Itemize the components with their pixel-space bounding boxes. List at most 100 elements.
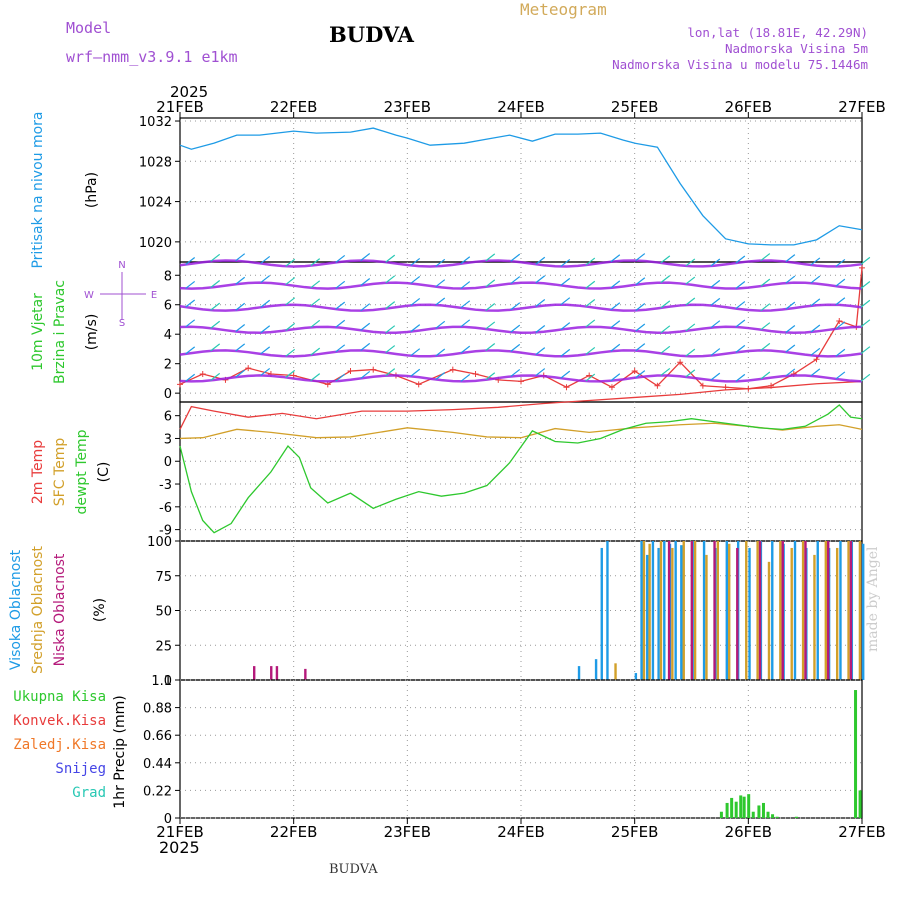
panel-wind-ytick-label: 4 bbox=[164, 328, 172, 343]
model-label: Model bbox=[66, 19, 112, 37]
wind-arrow bbox=[360, 342, 371, 351]
elevation-label: Nadmorska Visina 5m bbox=[725, 41, 868, 56]
wind-arrow bbox=[235, 324, 246, 332]
panel-cloud-bar bbox=[725, 541, 728, 680]
wind-arrow bbox=[635, 277, 646, 286]
wind-arrow bbox=[185, 319, 196, 328]
cloud-ylabel-high: Visoka Oblacnost bbox=[8, 549, 24, 670]
wind-unit: (m/s) bbox=[84, 314, 100, 351]
wind-arrow bbox=[435, 279, 446, 288]
year-top: 2025 bbox=[170, 83, 209, 101]
panel-wind-ytick-label: 6 bbox=[164, 299, 172, 314]
coords-label: lon,lat (18.81E, 42.29N) bbox=[687, 25, 868, 40]
wind-speed-point bbox=[518, 378, 524, 385]
wind-arrow bbox=[635, 323, 646, 332]
panel-cloud-bar bbox=[804, 541, 807, 680]
panel-cloud-bar bbox=[767, 561, 771, 680]
cloud-ylabel-mid: Srednja Oblacnost bbox=[30, 546, 46, 674]
wind-direction-band bbox=[179, 281, 863, 290]
wind-arrow bbox=[710, 258, 721, 267]
pressure-unit: (hPa) bbox=[84, 172, 100, 208]
wind-speed-point bbox=[699, 382, 706, 389]
wind-arrow bbox=[460, 281, 471, 290]
wind-arrow bbox=[385, 275, 396, 284]
wind-arrow bbox=[410, 368, 421, 377]
year-bottom: 2025 bbox=[159, 838, 200, 857]
wind-arrow bbox=[185, 299, 196, 308]
wind-arrow bbox=[285, 297, 296, 306]
wind-arrow bbox=[410, 297, 421, 306]
wind-arrow bbox=[685, 258, 696, 267]
wind-arrow bbox=[310, 280, 321, 289]
model-elevation-label: Nadmorska Visina u modelu 75.1446m bbox=[612, 57, 868, 72]
wind-arrow bbox=[610, 373, 621, 382]
wind-arrow bbox=[360, 303, 371, 312]
wind-arrow bbox=[835, 348, 846, 357]
station-title: BUDVA bbox=[329, 22, 414, 47]
compass-cross-icon bbox=[100, 272, 146, 320]
wind-arrow bbox=[535, 299, 546, 307]
wind-arrow bbox=[610, 320, 621, 329]
wind-arrow bbox=[210, 302, 221, 311]
wind-direction-band bbox=[179, 349, 863, 358]
wind-arrow bbox=[335, 344, 346, 353]
panel-cloud-bar bbox=[693, 541, 697, 680]
credit-label: made by Angel bbox=[865, 546, 881, 653]
wind-arrow bbox=[485, 343, 496, 351]
panel-cloud-bar bbox=[275, 666, 279, 680]
footer-station: BUDVA bbox=[329, 862, 378, 877]
compass-north: N bbox=[118, 260, 125, 271]
wind-arrow bbox=[785, 301, 796, 310]
wind-arrow bbox=[610, 302, 621, 311]
wind-arrow bbox=[235, 343, 246, 352]
wind-arrow bbox=[460, 319, 471, 328]
wind-arrow bbox=[560, 258, 571, 267]
wind-arrow bbox=[260, 325, 271, 334]
wind-direction-band bbox=[179, 374, 863, 383]
wind-arrow bbox=[785, 254, 796, 263]
wind-arrow bbox=[510, 302, 521, 311]
panel-cloud-bar bbox=[756, 541, 759, 680]
wind-arrow bbox=[535, 275, 546, 284]
panel-cloud-bar bbox=[651, 541, 655, 680]
panel-cloud-bar bbox=[713, 541, 716, 680]
wind-arrow bbox=[260, 255, 271, 264]
wind-arrow bbox=[235, 253, 246, 262]
wind-arrow bbox=[310, 373, 321, 382]
wind-arrow bbox=[310, 298, 321, 307]
wind-arrow bbox=[435, 320, 446, 329]
panel-precip-bar bbox=[757, 805, 761, 818]
wind-arrow bbox=[685, 297, 696, 306]
wind-arrow bbox=[410, 324, 421, 333]
wind-arrow bbox=[310, 347, 321, 356]
x-date-label-bottom: 23FEB bbox=[384, 823, 431, 841]
wind-arrow bbox=[310, 319, 321, 328]
wind-arrow bbox=[385, 301, 396, 310]
panel-pressure-ytick-label: 1024 bbox=[139, 196, 172, 211]
compass-east: E bbox=[151, 290, 157, 301]
wind-speed-point bbox=[177, 381, 183, 388]
panel-temperature-ytick-label: 6 bbox=[164, 410, 172, 425]
wind-arrow bbox=[735, 344, 746, 353]
wind-arrow bbox=[785, 344, 796, 353]
panel-precip-ytick-label: 1.1 bbox=[151, 674, 172, 689]
panel-precip-bar bbox=[751, 811, 755, 818]
wind-arrow bbox=[710, 279, 721, 288]
panel-temperature-series-line bbox=[179, 404, 863, 534]
temp-unit: (C) bbox=[96, 462, 112, 483]
wind-arrow bbox=[710, 372, 721, 381]
wind-arrow bbox=[510, 368, 521, 377]
panel-cloud-bar bbox=[659, 541, 663, 680]
wind-arrow bbox=[685, 276, 696, 285]
wind-arrow bbox=[585, 257, 596, 266]
panel-precip-bar bbox=[766, 811, 770, 818]
panel-precip-bar bbox=[761, 802, 765, 818]
wind-arrow bbox=[585, 346, 596, 355]
wind-arrow bbox=[185, 373, 196, 382]
x-date-label-bottom: 25FEB bbox=[611, 823, 658, 841]
wind-arrow bbox=[535, 256, 546, 265]
panel-cloud-bar bbox=[663, 541, 666, 680]
wind-arrow bbox=[510, 343, 521, 352]
wind-speed-point bbox=[415, 381, 422, 388]
panel-cloud-bar bbox=[577, 666, 581, 680]
